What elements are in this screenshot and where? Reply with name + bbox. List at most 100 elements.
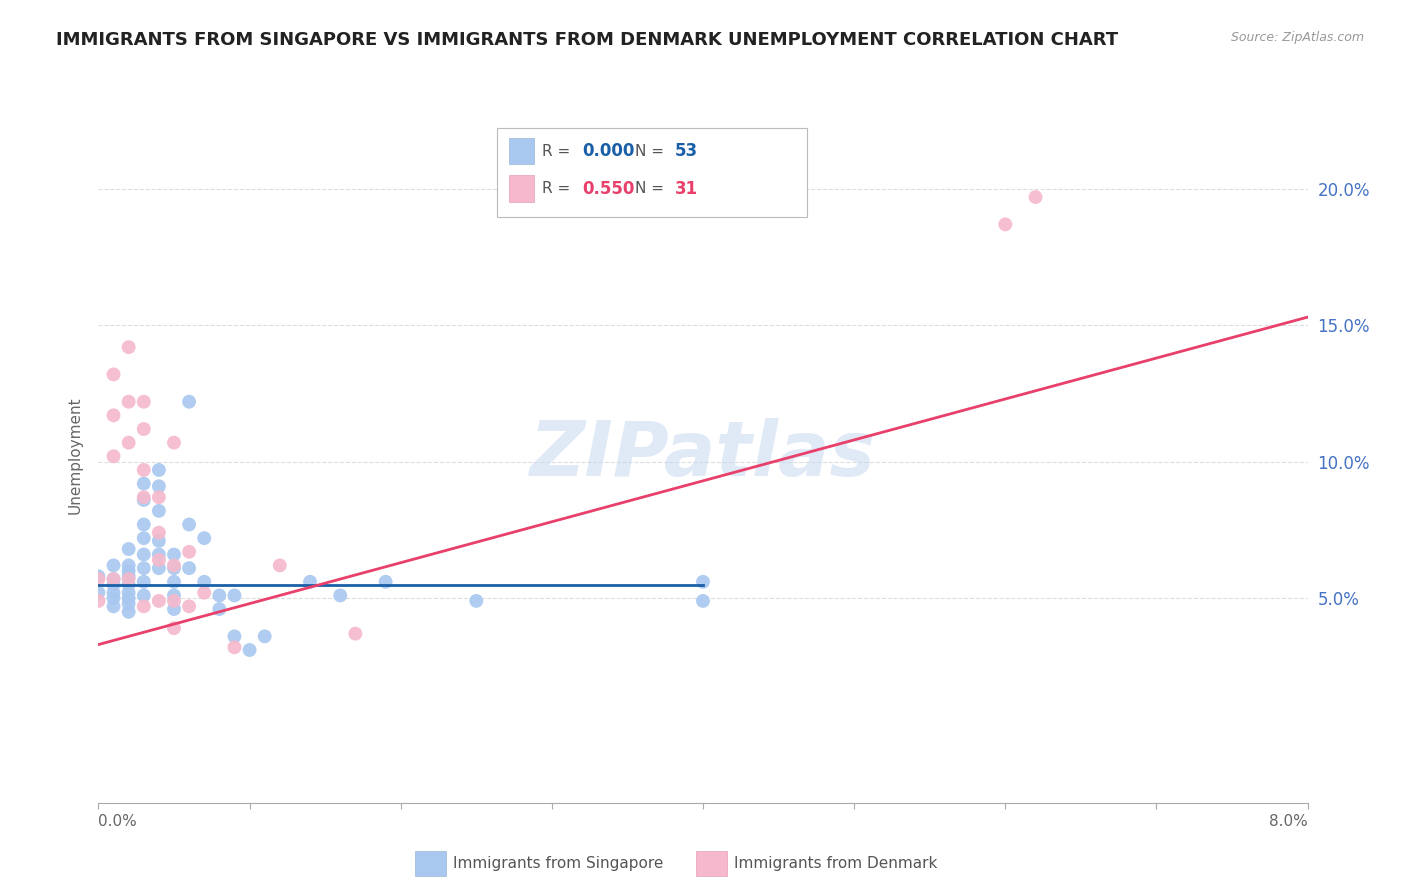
Point (118, 564, 141, 578)
Point (118, 585, 141, 599)
Text: ZIPatlas: ZIPatlas (530, 418, 876, 491)
Point (163, 589, 186, 603)
Point (163, 602, 186, 616)
Point (465, 594, 488, 608)
Point (163, 594, 186, 608)
Point (193, 574, 215, 589)
Point (224, 629, 246, 643)
Point (118, 577, 141, 591)
Point (87, 585, 110, 599)
Text: Source: ZipAtlas.com: Source: ZipAtlas.com (1230, 31, 1364, 45)
Point (132, 422, 155, 436)
Point (132, 561, 155, 575)
Point (118, 394, 141, 409)
Point (163, 574, 186, 589)
Point (163, 561, 186, 575)
Point (269, 558, 291, 573)
Text: 53: 53 (675, 142, 697, 160)
Point (208, 602, 231, 616)
Point (87, 569, 110, 583)
Text: 31: 31 (675, 179, 697, 197)
Text: R =: R = (543, 144, 575, 159)
Point (103, 585, 125, 599)
Point (224, 589, 246, 603)
Point (132, 589, 155, 603)
Point (179, 545, 201, 559)
Text: 0.550: 0.550 (582, 179, 634, 197)
Point (179, 394, 201, 409)
Point (132, 394, 155, 409)
Point (118, 569, 141, 583)
Point (329, 589, 352, 603)
Point (103, 577, 125, 591)
Point (148, 561, 170, 575)
Point (148, 594, 170, 608)
Text: 8.0%: 8.0% (1268, 814, 1308, 829)
Point (163, 548, 186, 562)
Point (103, 409, 125, 423)
Point (118, 591, 141, 606)
Point (103, 591, 125, 606)
Point (87, 594, 110, 608)
Point (103, 572, 125, 586)
Point (132, 531, 155, 545)
Point (148, 504, 170, 518)
Point (239, 643, 262, 657)
Point (299, 574, 322, 589)
Point (132, 463, 155, 477)
Point (132, 548, 155, 562)
Point (148, 553, 170, 567)
Point (103, 572, 125, 586)
Point (692, 594, 714, 608)
Point (163, 435, 186, 450)
Point (118, 558, 141, 573)
Point (179, 561, 201, 575)
Point (179, 517, 201, 532)
Point (118, 435, 141, 450)
Point (148, 479, 170, 493)
Point (132, 599, 155, 614)
Point (132, 492, 155, 507)
Text: R =: R = (543, 181, 575, 196)
Point (994, 218, 1017, 232)
Point (103, 599, 125, 614)
Point (148, 533, 170, 548)
Point (118, 597, 141, 611)
Point (118, 542, 141, 557)
Point (132, 490, 155, 504)
Point (87, 572, 110, 586)
Point (253, 629, 276, 643)
Point (148, 490, 170, 504)
Point (692, 574, 714, 589)
Point (118, 340, 141, 354)
Point (118, 572, 141, 586)
Point (1025, 190, 1047, 204)
Point (163, 621, 186, 635)
Point (193, 585, 215, 599)
Text: 0.000: 0.000 (582, 142, 634, 160)
Text: N =: N = (636, 181, 669, 196)
Point (148, 463, 170, 477)
Text: N =: N = (636, 144, 669, 159)
Text: Immigrants from Singapore: Immigrants from Singapore (453, 856, 664, 871)
Point (148, 548, 170, 562)
Y-axis label: Unemployment: Unemployment (67, 396, 83, 514)
Point (193, 531, 215, 545)
Point (163, 558, 186, 573)
Point (148, 525, 170, 540)
Point (103, 450, 125, 464)
Point (103, 368, 125, 382)
Point (132, 476, 155, 491)
Point (179, 599, 201, 614)
Point (224, 640, 246, 655)
Text: Immigrants from Denmark: Immigrants from Denmark (734, 856, 938, 871)
Point (132, 517, 155, 532)
Point (118, 605, 141, 619)
Point (374, 574, 396, 589)
Text: 0.0%: 0.0% (98, 814, 138, 829)
Point (344, 626, 367, 640)
Point (208, 589, 231, 603)
Point (132, 574, 155, 589)
Text: IMMIGRANTS FROM SINGAPORE VS IMMIGRANTS FROM DENMARK UNEMPLOYMENT CORRELATION CH: IMMIGRANTS FROM SINGAPORE VS IMMIGRANTS … (56, 31, 1118, 49)
Point (103, 558, 125, 573)
